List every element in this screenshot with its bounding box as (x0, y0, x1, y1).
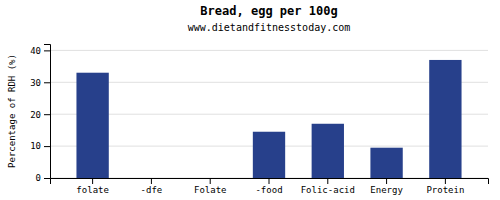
x-tick: Protein (426, 178, 464, 195)
x-tick: -dfe (141, 178, 163, 195)
x-tick-label: -food (255, 185, 282, 195)
x-tick-label: Folic-acid (301, 185, 355, 195)
y-axis-title: Percentage of RDH (%) (7, 54, 17, 168)
y-tick-label: 30 (30, 78, 41, 88)
y-tick-mark (44, 178, 50, 179)
y-tick: 20 (30, 110, 50, 120)
x-tick-label: -dfe (141, 185, 163, 195)
x-tick-label: Energy (370, 185, 403, 195)
x-tick-mark (445, 178, 446, 184)
grid (50, 50, 488, 178)
x-tick-label: Folate (194, 185, 227, 195)
x-tick-mark (151, 178, 152, 184)
x-tick-label: Protein (426, 185, 464, 195)
bar (370, 148, 402, 178)
bar (253, 132, 285, 178)
x-tick-mark (210, 178, 211, 184)
x-tick: Folic-acid (301, 178, 355, 195)
bar (135, 178, 167, 179)
y-tick-label: 20 (30, 110, 41, 120)
y-tick-mark (44, 82, 50, 83)
y-tick: 40 (30, 46, 50, 56)
x-tick-mark (386, 178, 387, 184)
grid-line (50, 114, 488, 115)
plot-area: 0 10 20 30 40 folate -dfe Folate -food Folic-acid… (30, 45, 488, 196)
x-axis-line (51, 179, 489, 185)
title: Bread, egg per 100g (200, 4, 337, 18)
y-axis-line (44, 45, 51, 179)
y-tick-label: 0 (36, 173, 41, 183)
x-tick: -food (255, 178, 282, 195)
x-tick: Folate (194, 178, 227, 195)
x-tick-mark (327, 178, 328, 184)
y-tick-mark (44, 146, 50, 147)
subtitle: www.dietandfitnesstoday.com (188, 22, 351, 33)
y-tick: 30 (30, 78, 50, 88)
y-axis: 0 10 20 30 40 (30, 45, 50, 184)
bar (312, 124, 344, 178)
y-tick-label: 40 (30, 46, 41, 56)
y-tick: 10 (30, 141, 50, 151)
x-tick-label: folate (76, 185, 109, 195)
grid-line (50, 82, 488, 83)
grid-line (50, 50, 488, 51)
chart: 0 10 20 30 40 folate -dfe Folate -food Folic-acid… (0, 0, 500, 200)
y-tick: 0 (36, 173, 50, 183)
x-tick-mark (92, 178, 93, 184)
bar (429, 60, 461, 178)
x-axis: folate -dfe Folate -food Folic-acid Energy Pro… (51, 178, 489, 195)
x-tick: Energy (370, 178, 403, 195)
bar (76, 73, 108, 178)
bars (76, 60, 461, 178)
x-tick-mark (269, 178, 270, 184)
bar (194, 178, 226, 179)
x-tick: folate (76, 178, 109, 195)
y-tick-mark (44, 114, 50, 115)
y-tick-mark (44, 50, 50, 51)
y-tick-label: 10 (30, 141, 41, 151)
